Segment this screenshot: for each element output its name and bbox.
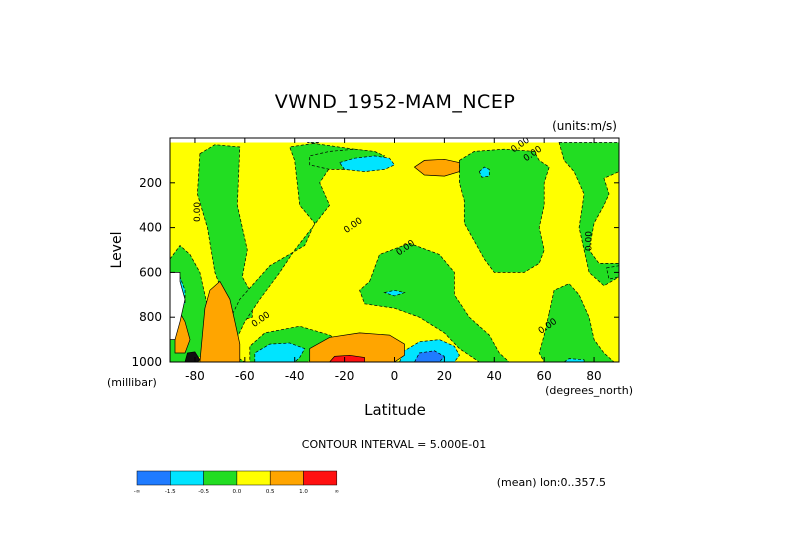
y-unit-label: (millibar) — [107, 376, 157, 389]
colorbar-swatch — [236, 470, 271, 486]
colorbar-swatch — [303, 470, 338, 486]
x-tick-label: 40 — [487, 369, 502, 383]
x-unit-label: (degrees_north) — [545, 384, 633, 397]
contour-region — [383, 289, 406, 297]
contour-region — [254, 342, 306, 362]
contour-region — [199, 280, 241, 362]
contour-region — [414, 350, 445, 362]
colorbar-label: -1.5 — [165, 489, 176, 495]
chart-title: VWND_1952-MAM_NCEP — [275, 91, 516, 113]
contour-region — [606, 265, 619, 280]
y-tick-label: 200 — [139, 176, 162, 190]
x-tick-label: 60 — [537, 369, 552, 383]
x-axis: -80 -60 -40 -20 0 20 40 60 80 — [185, 138, 602, 383]
contour-region — [563, 358, 585, 362]
contour-region — [359, 242, 510, 362]
contour-region — [184, 351, 201, 362]
colorbar-label: -0.5 — [198, 489, 209, 495]
colorbar: -∞ -1.5 -0.5 0.0 0.5 1.0 ∞ — [134, 470, 340, 495]
contour-label: 0.00 — [585, 231, 595, 251]
y-tick-label: 1000 — [131, 355, 162, 369]
colorbar-label: -∞ — [134, 489, 141, 495]
y-axis: 200 400 600 800 1000 — [131, 176, 619, 369]
contour-region — [309, 332, 405, 362]
y-tick-label: 800 — [139, 310, 162, 324]
plot-fills — [170, 142, 619, 362]
footer-label: (mean) lon:0..357.5 — [497, 476, 606, 489]
x-tick-label: 80 — [586, 369, 601, 383]
colorbar-label: ∞ — [335, 489, 340, 495]
contour-region — [459, 148, 550, 273]
colorbar-label: 0.5 — [266, 489, 275, 495]
y-tick-label: 600 — [139, 265, 162, 279]
contour-region — [339, 155, 396, 172]
y-tick-label: 400 — [139, 221, 162, 235]
contour-region — [413, 158, 460, 177]
x-tick-label: 20 — [437, 369, 452, 383]
y-axis-label: Level — [109, 232, 125, 269]
contour-label: 0.00 — [193, 202, 203, 222]
x-axis-label: Latitude — [364, 401, 426, 419]
contour-interval-label: CONTOUR INTERVAL = 5.000E-01 — [302, 438, 486, 451]
colorbar-swatch — [136, 470, 171, 486]
colorbar-swatch — [269, 470, 304, 486]
x-tick-label: 0 — [391, 369, 399, 383]
contour-region — [558, 142, 619, 287]
contour-region — [538, 283, 615, 362]
colorbar-label: 1.0 — [299, 489, 308, 495]
x-tick-label: -80 — [185, 369, 205, 383]
colorbar-swatch — [170, 470, 204, 486]
x-tick-label: -60 — [235, 369, 255, 383]
colorbar-swatch — [203, 470, 238, 486]
x-tick-label: -20 — [335, 369, 355, 383]
contour-region — [170, 272, 186, 340]
contour-region — [478, 166, 490, 178]
units-label: (units:m/s) — [552, 119, 617, 133]
colorbar-label: 0.0 — [233, 489, 242, 495]
x-tick-label: -40 — [285, 369, 305, 383]
contour-region — [329, 354, 365, 362]
